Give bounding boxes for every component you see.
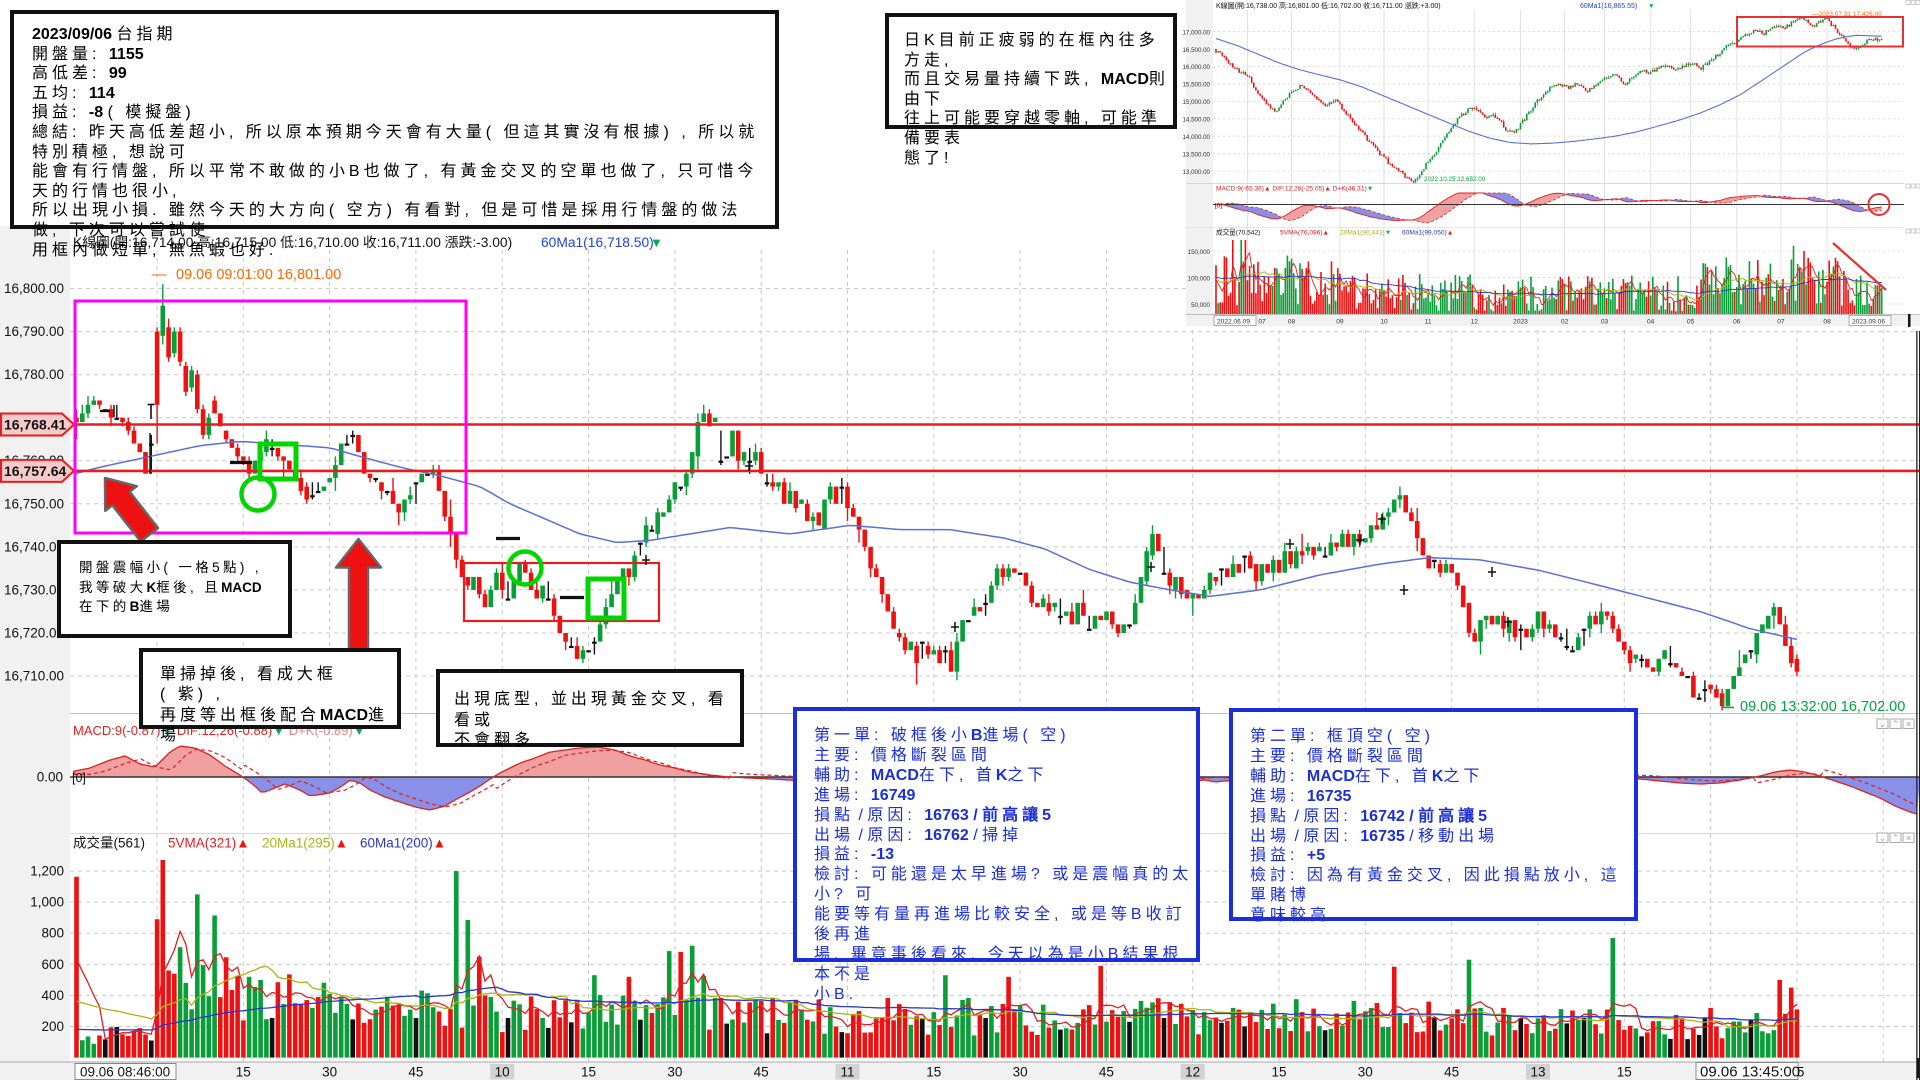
svg-text:2022.06.09: 2022.06.09 (1217, 319, 1250, 326)
svg-text:10: 10 (495, 1065, 510, 1080)
svg-text:—: — (152, 267, 167, 283)
svg-text:1,200: 1,200 (30, 864, 64, 879)
svg-text:16,757.64: 16,757.64 (4, 463, 66, 479)
svg-text:45: 45 (1099, 1065, 1114, 1080)
svg-text:15: 15 (1617, 1065, 1632, 1080)
svg-text:09.06 13:45:00: 09.06 13:45:00 (1700, 1064, 1800, 1080)
svg-text:2023.09.06: 2023.09.06 (1852, 319, 1885, 326)
svg-text:5VMA(76,096)▲: 5VMA(76,096)▲ (1280, 230, 1329, 237)
svg-text:⌃: ⌃ (1892, 719, 1900, 729)
svg-text:11: 11 (840, 1065, 854, 1080)
svg-text:16,500.00: 16,500.00 (1182, 47, 1210, 54)
svg-text:⌃: ⌃ (1892, 833, 1900, 843)
svg-text:20Ma1(295)▲: 20Ma1(295)▲ (262, 836, 348, 851)
svg-text:15,500.00: 15,500.00 (1182, 82, 1210, 89)
svg-text:16,768.41: 16,768.41 (4, 417, 66, 433)
svg-text:2022.10.25 12,652.00: 2022.10.25 12,652.00 (1424, 176, 1486, 183)
svg-text:09.06 13:32:00 16,702.00: 09.06 13:32:00 16,702.00 (1740, 699, 1905, 715)
svg-text:×: × (1906, 719, 1911, 729)
svg-text:45: 45 (754, 1065, 769, 1080)
svg-text:15: 15 (581, 1065, 596, 1080)
svg-text:50,000: 50,000 (1191, 302, 1210, 309)
svg-text:60Ma1(16,718.50): 60Ma1(16,718.50) (541, 235, 654, 250)
svg-text:[0]: [0] (1215, 203, 1222, 210)
svg-text:20Ma1(90,443)▼: 20Ma1(90,443)▼ (1340, 230, 1391, 237)
svg-text:03: 03 (1601, 319, 1609, 326)
svg-text:60Ma1(99,050)▲: 60Ma1(99,050)▲ (1402, 230, 1453, 237)
svg-text:400: 400 (41, 988, 64, 1003)
svg-text:08: 08 (1288, 319, 1296, 326)
svg-text:⌄: ⌄ (1879, 719, 1887, 729)
svg-text:05: 05 (1687, 319, 1695, 326)
svg-text:45: 45 (1444, 1065, 1459, 1080)
svg-text:100,000: 100,000 (1188, 275, 1211, 282)
svg-text:K線圖(開:16,738.00 高:16,801.00 低:: K線圖(開:16,738.00 高:16,801.00 低:16,702.00 … (1216, 1, 1441, 10)
svg-text:12: 12 (1471, 319, 1479, 326)
svg-text:—2023.07.31 17,426.00: —2023.07.31 17,426.00 (1812, 11, 1882, 18)
svg-text:[0]: [0] (72, 771, 86, 785)
svg-text:17,000.00: 17,000.00 (1182, 29, 1210, 36)
svg-text:13,000.00: 13,000.00 (1182, 169, 1210, 176)
svg-text:MACD:9(-65.36)▲ DIF:12,26(-25.: MACD:9(-65.36)▲ DIF:12,26(-25.05)▲ D+K(4… (1216, 186, 1373, 193)
svg-text:45: 45 (408, 1065, 423, 1080)
svg-text:30: 30 (1013, 1065, 1028, 1080)
svg-text:30: 30 (1358, 1065, 1373, 1080)
svg-text:09.06 08:46:00: 09.06 08:46:00 (80, 1065, 170, 1080)
svg-text:1,000: 1,000 (30, 895, 64, 910)
svg-text:2023: 2023 (1513, 319, 1528, 326)
svg-text:16,720.00: 16,720.00 (4, 626, 64, 641)
svg-text:60Ma1(200)▲: 60Ma1(200)▲ (360, 836, 446, 851)
svg-text:16,780.00: 16,780.00 (4, 367, 64, 382)
svg-text:200: 200 (41, 1019, 64, 1034)
svg-text:16,740.00: 16,740.00 (4, 539, 64, 554)
svg-text:12: 12 (1185, 1065, 1200, 1080)
svg-text:09.06 09:01:00 16,801.00: 09.06 09:01:00 16,801.00 (176, 267, 341, 283)
svg-text:15: 15 (236, 1065, 251, 1080)
svg-text:16,790.00: 16,790.00 (4, 324, 64, 339)
svg-text:07: 07 (1258, 319, 1266, 326)
svg-text:60Ma1(16,865.55): 60Ma1(16,865.55) (1580, 3, 1637, 10)
svg-text:K線圖(開:16,714.00 高:16,715.00 低:: K線圖(開:16,714.00 高:16,715.00 低:16,710.00 … (73, 234, 512, 250)
svg-text:09: 09 (1336, 319, 1344, 326)
svg-text:08: 08 (1823, 319, 1831, 326)
svg-text:成交量(561): 成交量(561) (73, 835, 145, 851)
svg-text:14,000.00: 14,000.00 (1182, 134, 1210, 141)
svg-text:5VMA(321)▲: 5VMA(321)▲ (168, 836, 250, 851)
svg-text:成交量(70,542): 成交量(70,542) (1216, 228, 1260, 237)
svg-text:13: 13 (1530, 1065, 1545, 1080)
svg-text:04: 04 (1647, 319, 1655, 326)
svg-text:600: 600 (41, 957, 64, 972)
svg-text:×: × (1906, 833, 1911, 843)
svg-text:0.00: 0.00 (37, 770, 63, 785)
svg-text:16,000.00: 16,000.00 (1182, 64, 1210, 71)
svg-text:15: 15 (926, 1065, 941, 1080)
svg-text:15,000.00: 15,000.00 (1182, 99, 1210, 106)
svg-text:06: 06 (1733, 319, 1741, 326)
svg-text:150,000: 150,000 (1188, 249, 1211, 256)
svg-text:▼: ▼ (1648, 3, 1654, 10)
svg-text:16,800.00: 16,800.00 (4, 281, 64, 296)
svg-text:14,500.00: 14,500.00 (1182, 117, 1210, 124)
svg-text:30: 30 (322, 1065, 337, 1080)
svg-text:02: 02 (1561, 319, 1569, 326)
svg-text:07: 07 (1777, 319, 1785, 326)
svg-text:16,750.00: 16,750.00 (4, 496, 64, 511)
svg-text:16,730.00: 16,730.00 (4, 582, 64, 597)
svg-text:10: 10 (1380, 319, 1388, 326)
svg-text:15: 15 (1271, 1065, 1286, 1080)
svg-text:13,500.00: 13,500.00 (1182, 152, 1210, 159)
svg-text:30: 30 (667, 1065, 682, 1080)
svg-text:11: 11 (1425, 319, 1432, 326)
svg-text:▼: ▼ (650, 235, 663, 250)
svg-text:800: 800 (41, 926, 64, 941)
svg-text:16,710.00: 16,710.00 (4, 669, 64, 684)
svg-text:⌄: ⌄ (1879, 833, 1887, 843)
